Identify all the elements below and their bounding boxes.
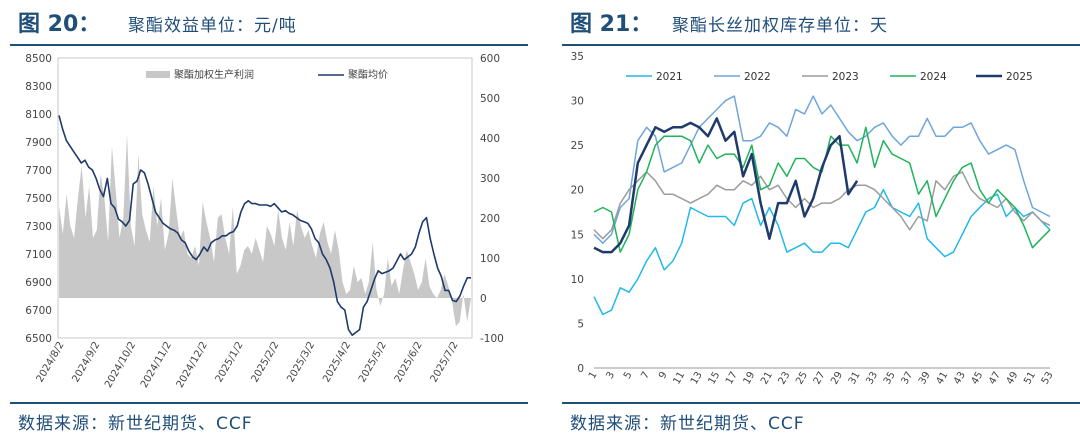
legend-swatch-profit xyxy=(146,71,170,78)
x-tick: 2024/12/2 xyxy=(175,340,210,390)
y-tick: 30 xyxy=(571,96,584,108)
figure-label: 图 20： xyxy=(18,12,101,37)
legend-label-2022: 2022 xyxy=(744,71,771,83)
x-tick: 2024/11/2 xyxy=(139,340,174,390)
source-note: 数据来源：新世纪期货、CCF xyxy=(18,414,253,434)
series-line-2025 xyxy=(593,117,859,254)
x-tick: 2025/3/2 xyxy=(285,340,317,384)
y-left-tick: 6700 xyxy=(25,305,52,317)
x-tick: 47 xyxy=(987,370,1003,387)
y-right-tick: 300 xyxy=(480,173,500,185)
x-tick: 53 xyxy=(1040,370,1056,387)
y-left-tick: 7900 xyxy=(25,137,52,149)
x-tick: 25 xyxy=(794,370,810,387)
chart-title: 聚酯长丝加权库存单位：天 xyxy=(672,16,888,36)
x-tick: 43 xyxy=(952,370,968,387)
chart-header: 图 21： 聚酯长丝加权库存单位：天 xyxy=(562,4,1080,46)
y-right-tick: 100 xyxy=(480,253,500,265)
x-tick: 39 xyxy=(917,370,933,387)
legend-label-price: 聚酯均价 xyxy=(348,69,388,81)
y-left-tick: 8100 xyxy=(25,109,52,121)
y-tick: 0 xyxy=(577,363,584,375)
figure-label: 图 21： xyxy=(570,12,653,37)
y-tick: 15 xyxy=(571,229,584,241)
x-tick: 23 xyxy=(777,370,793,387)
legend-label-2025: 2025 xyxy=(1006,71,1033,83)
x-tick: 1 xyxy=(587,370,600,381)
series-line-2024 xyxy=(593,126,1051,253)
y-left-tick: 7700 xyxy=(25,165,52,177)
x-tick: 2024/8/2 xyxy=(35,340,67,384)
y-right-tick: 500 xyxy=(480,93,500,105)
y-tick: 25 xyxy=(571,140,584,152)
x-tick: 9 xyxy=(657,370,670,381)
chart-footer: 数据来源：新世纪期货、CCF xyxy=(562,402,1080,436)
y-left-tick: 6900 xyxy=(25,277,52,289)
x-tick: 13 xyxy=(689,370,705,387)
chart-title: 聚酯效益单位：元/吨 xyxy=(128,16,297,36)
x-tick: 3 xyxy=(604,370,617,381)
y-left-tick: 7100 xyxy=(25,249,52,261)
x-tick: 15 xyxy=(706,370,722,387)
x-tick: 2024/10/2 xyxy=(103,340,138,390)
legend-label-2021: 2021 xyxy=(656,71,683,83)
x-tick: 51 xyxy=(1022,370,1038,387)
y-right-tick: -100 xyxy=(480,333,504,345)
x-tick: 2025/1/2 xyxy=(214,340,246,384)
x-tick: 35 xyxy=(882,370,898,387)
x-tick: 21 xyxy=(759,370,775,387)
chart-footer: 数据来源：新世纪期货、CCF xyxy=(10,402,528,436)
series-line-2021 xyxy=(593,188,1051,316)
series-line-2022 xyxy=(593,95,1051,244)
legend-label-profit: 聚酯加权生产利润 xyxy=(174,68,254,81)
y-left-tick: 8300 xyxy=(25,81,52,93)
x-tick: 2025/5/2 xyxy=(357,340,389,384)
x-tick: 37 xyxy=(899,370,915,387)
x-tick: 2024/9/2 xyxy=(70,340,102,384)
x-tick: 2025/6/2 xyxy=(393,340,425,384)
y-left-tick: 7300 xyxy=(25,221,52,233)
x-tick: 49 xyxy=(1005,370,1021,387)
y-left-tick: 6500 xyxy=(25,333,52,345)
x-tick: 7 xyxy=(639,370,652,381)
source-note: 数据来源：新世纪期货、CCF xyxy=(570,414,805,434)
y-right-tick: 600 xyxy=(480,53,500,65)
y-left-tick: 8500 xyxy=(25,53,52,65)
x-tick: 2025/2/2 xyxy=(250,340,282,384)
x-tick: 31 xyxy=(847,370,863,387)
x-tick: 45 xyxy=(970,370,986,387)
y-tick: 35 xyxy=(571,51,584,63)
profit-area xyxy=(59,134,471,326)
x-tick: 19 xyxy=(742,370,758,387)
chart-header: 图 20： 聚酯效益单位：元/吨 xyxy=(10,4,528,46)
y-right-tick: 400 xyxy=(480,133,500,145)
price-line xyxy=(58,115,471,337)
y-right-tick: 200 xyxy=(480,213,500,225)
x-tick: 33 xyxy=(864,370,880,387)
y-tick: 20 xyxy=(571,185,584,197)
chart-panel-profit: 图 20： 聚酯效益单位：元/吨 8500 8300 8100 7900 7700 750… xyxy=(0,0,528,436)
x-tick: 11 xyxy=(671,370,687,387)
plot-frame xyxy=(57,57,473,339)
legend-label-2024: 2024 xyxy=(920,71,947,83)
series-line-2023 xyxy=(593,171,1051,240)
y-left-tick: 7500 xyxy=(25,193,52,205)
y-right-tick: 0 xyxy=(480,293,487,305)
x-tick: 27 xyxy=(812,370,828,387)
x-tick: 41 xyxy=(934,370,950,387)
profit-price-chart: 8500 8300 8100 7900 7700 7500 7300 7100 6900 6700… xyxy=(25,53,504,390)
x-tick: 5 xyxy=(622,370,635,381)
x-tick: 17 xyxy=(724,370,740,387)
y-tick: 10 xyxy=(571,274,584,286)
x-tick: 2025/7/2 xyxy=(429,340,461,384)
x-tick: 2025/4/2 xyxy=(321,340,353,384)
chart-panel-inventory: 图 21： 聚酯长丝加权库存单位：天 35 30 25 20 15 10 5 0 1 3 5 7 9 11… xyxy=(552,0,1080,436)
y-tick: 5 xyxy=(577,318,584,330)
legend-label-2023: 2023 xyxy=(832,71,859,83)
x-tick: 29 xyxy=(829,370,845,387)
